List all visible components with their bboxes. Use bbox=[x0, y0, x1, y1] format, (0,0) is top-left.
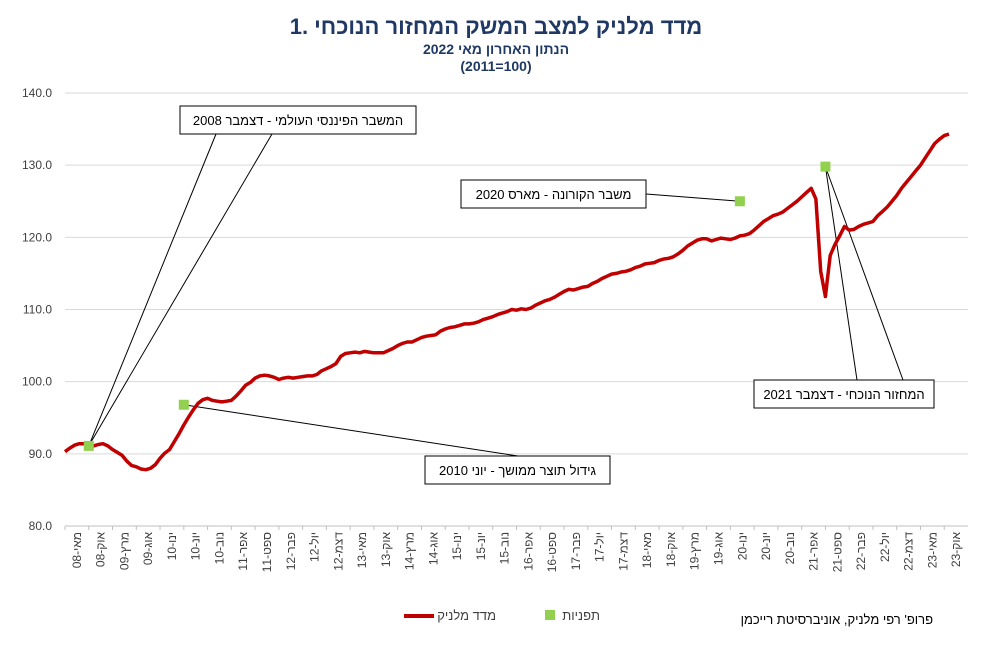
x-tick-label: ספט-11 bbox=[260, 532, 274, 572]
annotation-box bbox=[460, 179, 647, 209]
x-tick-label: ינו-10 bbox=[165, 532, 179, 560]
x-tick-label: ספט-21 bbox=[830, 532, 844, 572]
annotation-leader-line bbox=[88, 133, 273, 447]
x-tick-label: אפר-11 bbox=[236, 532, 250, 571]
x-tick-label: אוק-23 bbox=[949, 532, 963, 568]
legend-marker-swatch bbox=[545, 610, 555, 620]
x-axis-ticks: מאי-08 אוק-08 מרץ-09 אוג-09 ינו-10 יונ-10 נוב-… bbox=[64, 526, 963, 572]
series-line-melnick-index bbox=[63, 132, 950, 472]
legend-label-turning-points: תפניות bbox=[562, 608, 600, 623]
x-tick-label: מרץ-09 bbox=[117, 532, 131, 570]
y-axis-ticks: 80.0 90.0 100.0 110.0 120.0 130.0 140.0 bbox=[22, 86, 52, 533]
x-tick-label: פבר-22 bbox=[854, 532, 868, 570]
x-tick-label: יונ-10 bbox=[189, 532, 203, 560]
x-tick-label: אוג-09 bbox=[141, 532, 155, 566]
x-tick-label: דצמ-22 bbox=[902, 532, 916, 571]
chart-title: 1. מדד מלניק למצב המשק המחזור הנוכחי bbox=[290, 14, 703, 39]
turning-point-marker bbox=[83, 440, 94, 451]
x-tick-label: נוב-10 bbox=[212, 532, 226, 564]
x-tick-label: מאי-23 bbox=[925, 532, 939, 568]
x-tick-label: אוק-08 bbox=[94, 532, 108, 568]
annotation-box bbox=[424, 455, 611, 485]
y-tick-label: 90.0 bbox=[29, 447, 53, 461]
x-tick-label: נוב-15 bbox=[498, 532, 512, 564]
annotation-leader-line bbox=[824, 166, 904, 381]
y-tick-label: 130.0 bbox=[22, 158, 52, 172]
x-tick-label: ינו-15 bbox=[450, 532, 464, 560]
x-tick-label: אוק-18 bbox=[664, 532, 678, 568]
y-tick-label: 120.0 bbox=[22, 230, 52, 244]
legend-label-index: מדד מלניק bbox=[437, 608, 496, 623]
x-tick-label: מאי-13 bbox=[355, 532, 369, 568]
annotation-leaders bbox=[88, 133, 904, 457]
chart-subtitle-base: (2011=100) bbox=[460, 58, 531, 74]
x-tick-label: ינו-20 bbox=[735, 532, 749, 560]
turning-point-marker bbox=[178, 399, 189, 410]
chart-subtitle: הנתון האחרון מאי 2022 bbox=[423, 41, 569, 57]
annotation-label: משבר הקורונה - מארס 2020 bbox=[476, 187, 632, 202]
x-tick-label: יול-17 bbox=[593, 532, 607, 562]
y-tick-label: 100.0 bbox=[22, 375, 52, 389]
x-tick-label: פבר-12 bbox=[284, 532, 298, 570]
y-tick-label: 140.0 bbox=[22, 86, 52, 100]
x-tick-label: יול-12 bbox=[308, 532, 322, 562]
turning-point-markers bbox=[83, 161, 831, 451]
annotation-leader-line bbox=[824, 166, 858, 381]
x-tick-label: דצמ-12 bbox=[331, 532, 345, 571]
x-tick-label: פבר-17 bbox=[569, 532, 583, 570]
x-tick-label: מרץ-19 bbox=[688, 532, 702, 570]
y-tick-label: 110.0 bbox=[23, 303, 52, 317]
x-tick-label: אוג-14 bbox=[426, 532, 440, 566]
turning-point-marker bbox=[734, 196, 745, 207]
annotation-box bbox=[179, 105, 417, 135]
x-tick-label: אוג-19 bbox=[711, 532, 725, 566]
annotation-boxes: המשבר הפיננסי העולמי - דצמבר 2008 משבר הק… bbox=[179, 105, 935, 485]
annotation-leader-line bbox=[183, 404, 519, 457]
x-tick-label: יול-22 bbox=[878, 532, 892, 562]
x-tick-label: אפר-21 bbox=[807, 532, 821, 571]
x-tick-label: נוב-20 bbox=[783, 532, 797, 564]
x-tick-label: מאי-08 bbox=[70, 532, 84, 568]
annotation-box bbox=[753, 379, 935, 409]
legend: מדד מלניק תפניות bbox=[404, 608, 600, 623]
credit-text: פרופ' רפי מלניק, אוניברסיטת רייכמן bbox=[741, 612, 933, 627]
turning-point-marker bbox=[820, 161, 831, 172]
annotation-label: המשבר הפיננסי העולמי - דצמבר 2008 bbox=[193, 113, 403, 128]
x-tick-label: דצמ-17 bbox=[616, 532, 630, 571]
x-tick-label: יונ-20 bbox=[759, 532, 773, 560]
x-tick-label: ספט-16 bbox=[545, 532, 559, 572]
x-tick-label: מאי-18 bbox=[640, 532, 654, 568]
annotation-label: המחזור הנוכחי - דצמבר 2021 bbox=[763, 387, 924, 402]
annotation-label: גידול תוצר ממושך - יוני 2010 bbox=[439, 463, 596, 478]
x-tick-label: יונ-15 bbox=[474, 532, 488, 560]
x-tick-label: אוק-13 bbox=[379, 532, 393, 568]
annotation-leader-line bbox=[88, 133, 217, 447]
annotation-leader-line bbox=[645, 193, 740, 202]
x-tick-label: מרץ-14 bbox=[403, 532, 417, 570]
x-tick-label: אפר-16 bbox=[521, 532, 535, 571]
y-tick-label: 80.0 bbox=[29, 519, 53, 533]
